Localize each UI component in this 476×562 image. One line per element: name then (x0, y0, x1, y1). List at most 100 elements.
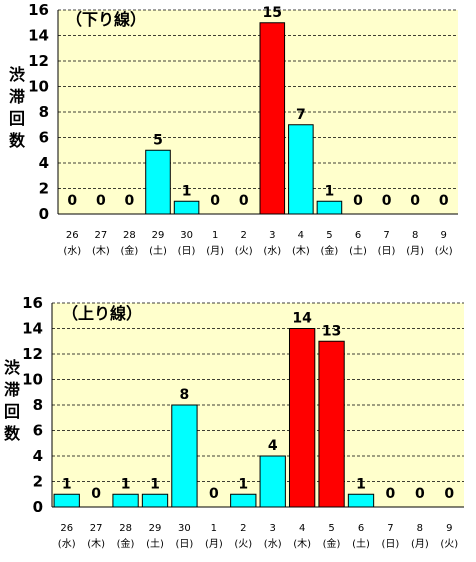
bar (316, 200, 343, 215)
x-tick-weekday: (金) (121, 244, 139, 257)
x-tick-day: 30 (178, 523, 191, 534)
y-axis-label-char: 渋 (4, 358, 20, 377)
x-tick-day: 29 (149, 523, 162, 534)
data-label: 0 (67, 193, 77, 209)
y-tick-label: 10 (28, 78, 49, 96)
x-tick-day: 28 (123, 230, 136, 241)
bar (53, 493, 80, 508)
x-tick-weekday: (水) (263, 245, 281, 257)
x-tick-day: 5 (328, 523, 334, 534)
x-tick-weekday: (月) (205, 538, 223, 550)
x-tick-weekday: (木) (87, 538, 105, 550)
bar (288, 124, 314, 215)
bar (318, 340, 345, 508)
bar (288, 328, 316, 508)
y-tick-label: 16 (22, 294, 43, 312)
x-tick-weekday: (月) (206, 245, 224, 257)
bar (259, 22, 286, 215)
data-label: 7 (296, 107, 306, 123)
y-tick-label: 0 (39, 205, 49, 223)
data-label: 1 (238, 476, 248, 492)
y-tick-label: 4 (39, 154, 49, 172)
y-tick-label: 6 (33, 422, 43, 440)
data-label: 5 (153, 132, 163, 148)
x-tick-day: 29 (152, 230, 165, 241)
x-tick-weekday: (木) (92, 245, 110, 257)
data-label: 4 (268, 438, 278, 454)
x-tick-weekday: (日) (382, 539, 400, 550)
x-tick-day: 3 (269, 230, 275, 241)
y-axis-label-char: 数 (4, 424, 21, 443)
bar (173, 200, 200, 215)
data-label: 0 (210, 193, 220, 209)
x-tick-day: 2 (241, 230, 247, 241)
x-tick-weekday: (日) (378, 246, 396, 257)
y-tick-label: 14 (28, 27, 49, 45)
x-tick-day: 6 (355, 230, 361, 241)
x-tick-weekday: (火) (440, 538, 458, 550)
data-label: 0 (96, 193, 106, 209)
y-axis-label-char: 滞 (4, 380, 20, 399)
x-tick-day: 27 (94, 230, 107, 241)
x-tick-day: 26 (60, 523, 73, 534)
data-label: 1 (150, 476, 160, 492)
x-tick-day: 4 (299, 523, 305, 534)
y-axis-label-char: 滞 (9, 87, 25, 106)
bar (259, 455, 286, 508)
y-tick-label: 14 (22, 320, 43, 338)
y-tick-label: 12 (28, 52, 49, 70)
y-tick-label: 4 (33, 447, 43, 465)
x-tick-day: 30 (180, 230, 193, 241)
y-axis-label-char: 数 (9, 131, 26, 150)
data-label: 0 (415, 486, 425, 502)
x-tick-weekday: (月) (406, 245, 424, 257)
data-label: 0 (410, 193, 420, 209)
data-label: 8 (180, 387, 190, 403)
data-label: 0 (209, 486, 219, 502)
chart-up-line: 0246810121416126(水)027(木)128(金)129(土)830… (4, 294, 464, 550)
x-tick-weekday: (土) (352, 537, 370, 550)
data-label: 1 (182, 183, 192, 199)
y-axis-label: 渋滞回数 (9, 65, 26, 150)
x-tick-day: 1 (211, 523, 217, 534)
bar (112, 493, 139, 508)
data-label: 0 (382, 193, 392, 209)
data-label: 1 (325, 183, 335, 199)
data-label: 0 (91, 486, 101, 502)
x-tick-day: 2 (240, 523, 246, 534)
x-tick-day: 6 (358, 523, 364, 534)
x-tick-day: 28 (119, 523, 132, 534)
bar (171, 404, 198, 508)
data-label: 15 (263, 5, 282, 21)
y-axis-label-char: 渋 (9, 65, 25, 84)
y-tick-label: 10 (22, 371, 43, 389)
chart-down-line: 0246810121416026(水)027(木)028(金)529(土)130… (9, 1, 458, 257)
data-label: 0 (444, 486, 454, 502)
x-tick-weekday: (火) (435, 245, 453, 257)
x-tick-weekday: (水) (58, 538, 76, 550)
data-label: 1 (356, 476, 366, 492)
data-label: 13 (322, 323, 341, 339)
data-label: 1 (62, 476, 72, 492)
x-tick-weekday: (木) (292, 245, 310, 257)
x-tick-day: 9 (446, 523, 452, 534)
x-tick-day: 8 (417, 523, 423, 534)
x-tick-weekday: (水) (63, 245, 81, 257)
y-tick-label: 16 (28, 1, 49, 19)
data-label: 0 (239, 193, 249, 209)
y-tick-label: 0 (33, 498, 43, 516)
x-tick-day: 26 (66, 230, 79, 241)
x-tick-day: 8 (412, 230, 418, 241)
x-tick-day: 7 (387, 523, 393, 534)
x-tick-weekday: (土) (149, 244, 167, 257)
x-tick-day: 5 (326, 230, 332, 241)
y-axis-label-char: 回 (9, 109, 25, 128)
x-tick-day: 4 (298, 230, 304, 241)
data-label: 0 (386, 486, 396, 502)
chart-title: （下り線） (66, 10, 146, 29)
x-tick-weekday: (日) (176, 539, 194, 550)
x-tick-weekday: (月) (411, 538, 429, 550)
x-tick-weekday: (水) (264, 538, 282, 550)
y-axis-label-char: 回 (4, 402, 20, 421)
